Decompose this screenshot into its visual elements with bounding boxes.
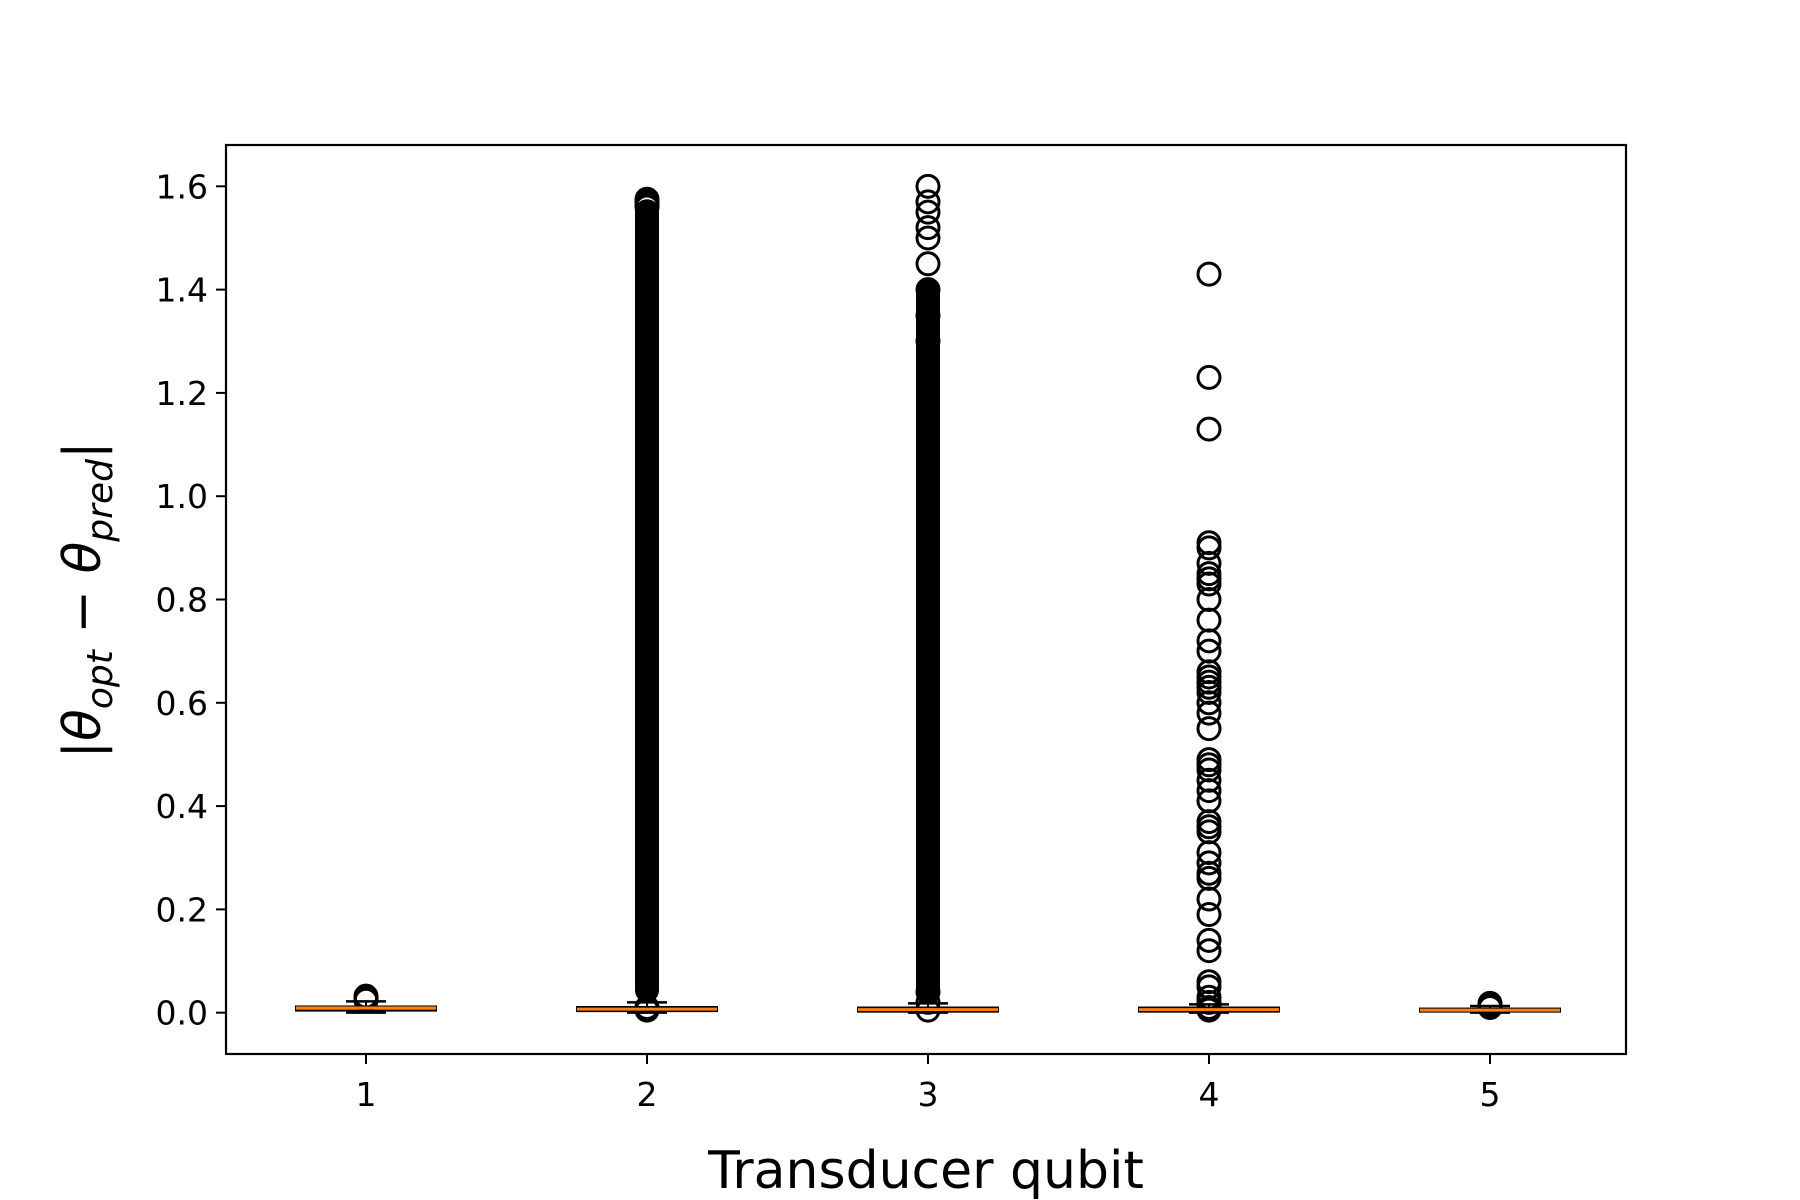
x-tick-label: 4 xyxy=(1199,1075,1220,1114)
y-axis-label: |θopt − θpred| xyxy=(53,442,121,759)
outlier-point xyxy=(915,199,941,225)
y-label-middle: − θ xyxy=(53,542,113,650)
y-tick-label: 0.8 xyxy=(156,581,208,620)
outlier-point xyxy=(915,328,941,354)
y-label-prefix: |θ xyxy=(53,709,113,758)
box-group-4 xyxy=(1138,261,1280,1023)
outlier-point xyxy=(1196,416,1222,442)
outlier-band xyxy=(635,199,659,1003)
outlier-point xyxy=(915,302,941,328)
outlier-point xyxy=(1196,716,1222,742)
outlier-point xyxy=(915,215,941,241)
y-label-suffix: | xyxy=(53,442,113,460)
x-tick-label: 3 xyxy=(918,1075,939,1114)
x-tick-label: 5 xyxy=(1480,1075,1501,1114)
box-group-1 xyxy=(295,983,437,1014)
y-tick-label: 1.4 xyxy=(156,271,208,310)
svg-text:|θopt − θpred|: |θopt − θpred| xyxy=(53,442,121,759)
outlier-point xyxy=(915,225,941,251)
x-axis-ticks: 1 2 3 4 5 xyxy=(356,1054,1501,1114)
outlier-point xyxy=(1196,561,1222,587)
y-tick-label: 0.4 xyxy=(156,787,208,826)
outlier-point xyxy=(1196,927,1222,953)
outlier-point xyxy=(915,189,941,215)
outlier-point xyxy=(1196,638,1222,664)
y-tick-label: 0.6 xyxy=(156,684,208,723)
outlier-point xyxy=(1477,990,1503,1016)
y-tick-label: 1.0 xyxy=(156,477,208,516)
outlier-point xyxy=(1196,530,1222,556)
y-axis-ticks: 0.0 0.2 0.4 0.6 0.8 1.0 1.2 1.4 1.6 xyxy=(156,167,226,1033)
outlier-point xyxy=(1196,261,1222,287)
outlier-point xyxy=(915,251,941,277)
y-tick-label: 1.2 xyxy=(156,374,208,413)
outlier-point xyxy=(1196,747,1222,773)
y-tick-label: 1.6 xyxy=(156,167,208,206)
outlier-point xyxy=(1196,969,1222,995)
box-group-3 xyxy=(857,173,999,1023)
box-group-2 xyxy=(576,186,718,1023)
plot-layer xyxy=(295,173,1561,1023)
box-group-5 xyxy=(1419,990,1561,1021)
outlier-band xyxy=(916,279,940,1003)
x-tick-label: 1 xyxy=(356,1075,377,1114)
outlier-point xyxy=(634,186,660,212)
outlier-point xyxy=(915,173,941,199)
x-axis-label: Transducer qubit xyxy=(707,1141,1144,1200)
outlier-point xyxy=(1196,938,1222,964)
x-tick-label: 2 xyxy=(637,1075,658,1114)
outlier-point xyxy=(915,277,941,303)
y-tick-label: 0.2 xyxy=(156,890,208,929)
outlier-point xyxy=(1196,902,1222,928)
outlier-point xyxy=(1196,850,1222,876)
y-label-sub-pred: pred xyxy=(80,458,121,543)
outlier-point xyxy=(1196,364,1222,390)
y-label-sub-opt: opt xyxy=(80,648,121,709)
y-tick-label: 0.0 xyxy=(156,994,208,1033)
